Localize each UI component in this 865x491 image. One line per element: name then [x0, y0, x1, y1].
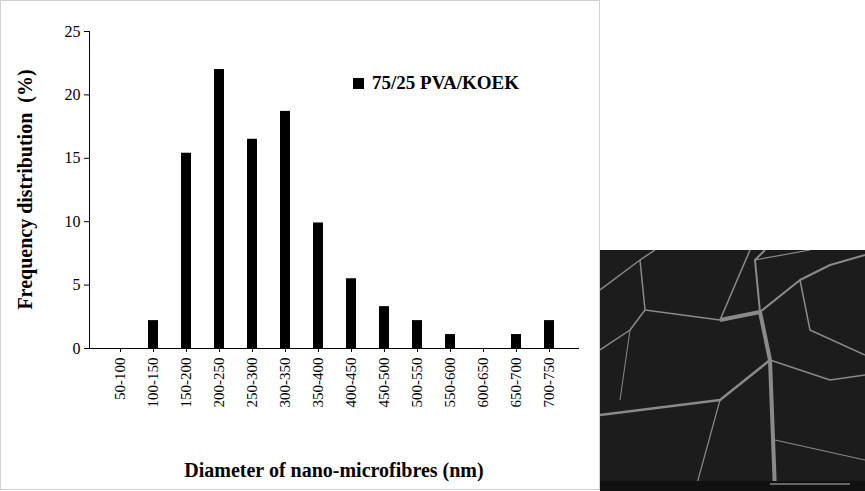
svg-text:200-250: 200-250	[211, 358, 227, 408]
svg-text:300-350: 300-350	[277, 358, 293, 408]
svg-text:5: 5	[73, 276, 81, 293]
svg-text:250-300: 250-300	[244, 358, 260, 408]
svg-text:0: 0	[73, 340, 81, 357]
svg-text:400-450: 400-450	[343, 358, 359, 408]
svg-text:Frequency distribution (%): Frequency distribution (%)	[14, 69, 37, 309]
svg-text:15: 15	[65, 149, 81, 166]
svg-text:150-200: 150-200	[178, 358, 194, 408]
svg-text:20: 20	[65, 86, 81, 103]
svg-text:550-600: 550-600	[442, 358, 458, 408]
svg-text:450-500: 450-500	[376, 358, 392, 408]
svg-text:25: 25	[65, 23, 81, 40]
svg-text:10: 10	[65, 213, 81, 230]
svg-text:600-650: 600-650	[475, 358, 491, 408]
svg-text:350-400: 350-400	[310, 358, 326, 408]
svg-text:100-150: 100-150	[145, 358, 161, 408]
svg-text:700-750: 700-750	[541, 358, 557, 408]
svg-text:500-550: 500-550	[409, 358, 425, 408]
svg-text:Diameter of nano-microfibres (: Diameter of nano-microfibres (nm)	[184, 459, 483, 482]
svg-text:650-700: 650-700	[508, 358, 524, 408]
svg-text:50-100: 50-100	[112, 358, 128, 401]
html-text:75/25 PVA/KOEK: 75/25 PVA/KOEK	[372, 72, 519, 93]
